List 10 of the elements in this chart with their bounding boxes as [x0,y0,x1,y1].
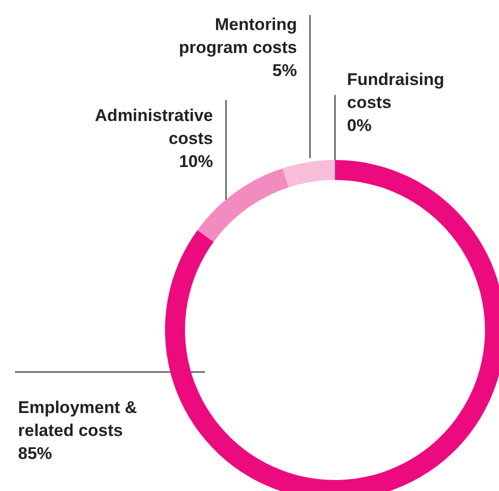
category-label: Fundraising costs [347,70,444,112]
data-label: 10% [178,152,213,171]
donut-slice [282,160,335,188]
slice-label: Administrative costs [94,106,213,148]
donut-slice [197,168,289,242]
slice-label: Employment & related costs [18,398,138,440]
slice-label: Mentoring program costs [178,15,297,57]
text: 0% [347,116,372,135]
data-label: 5% [272,61,297,80]
data-label: 85% [18,444,52,463]
